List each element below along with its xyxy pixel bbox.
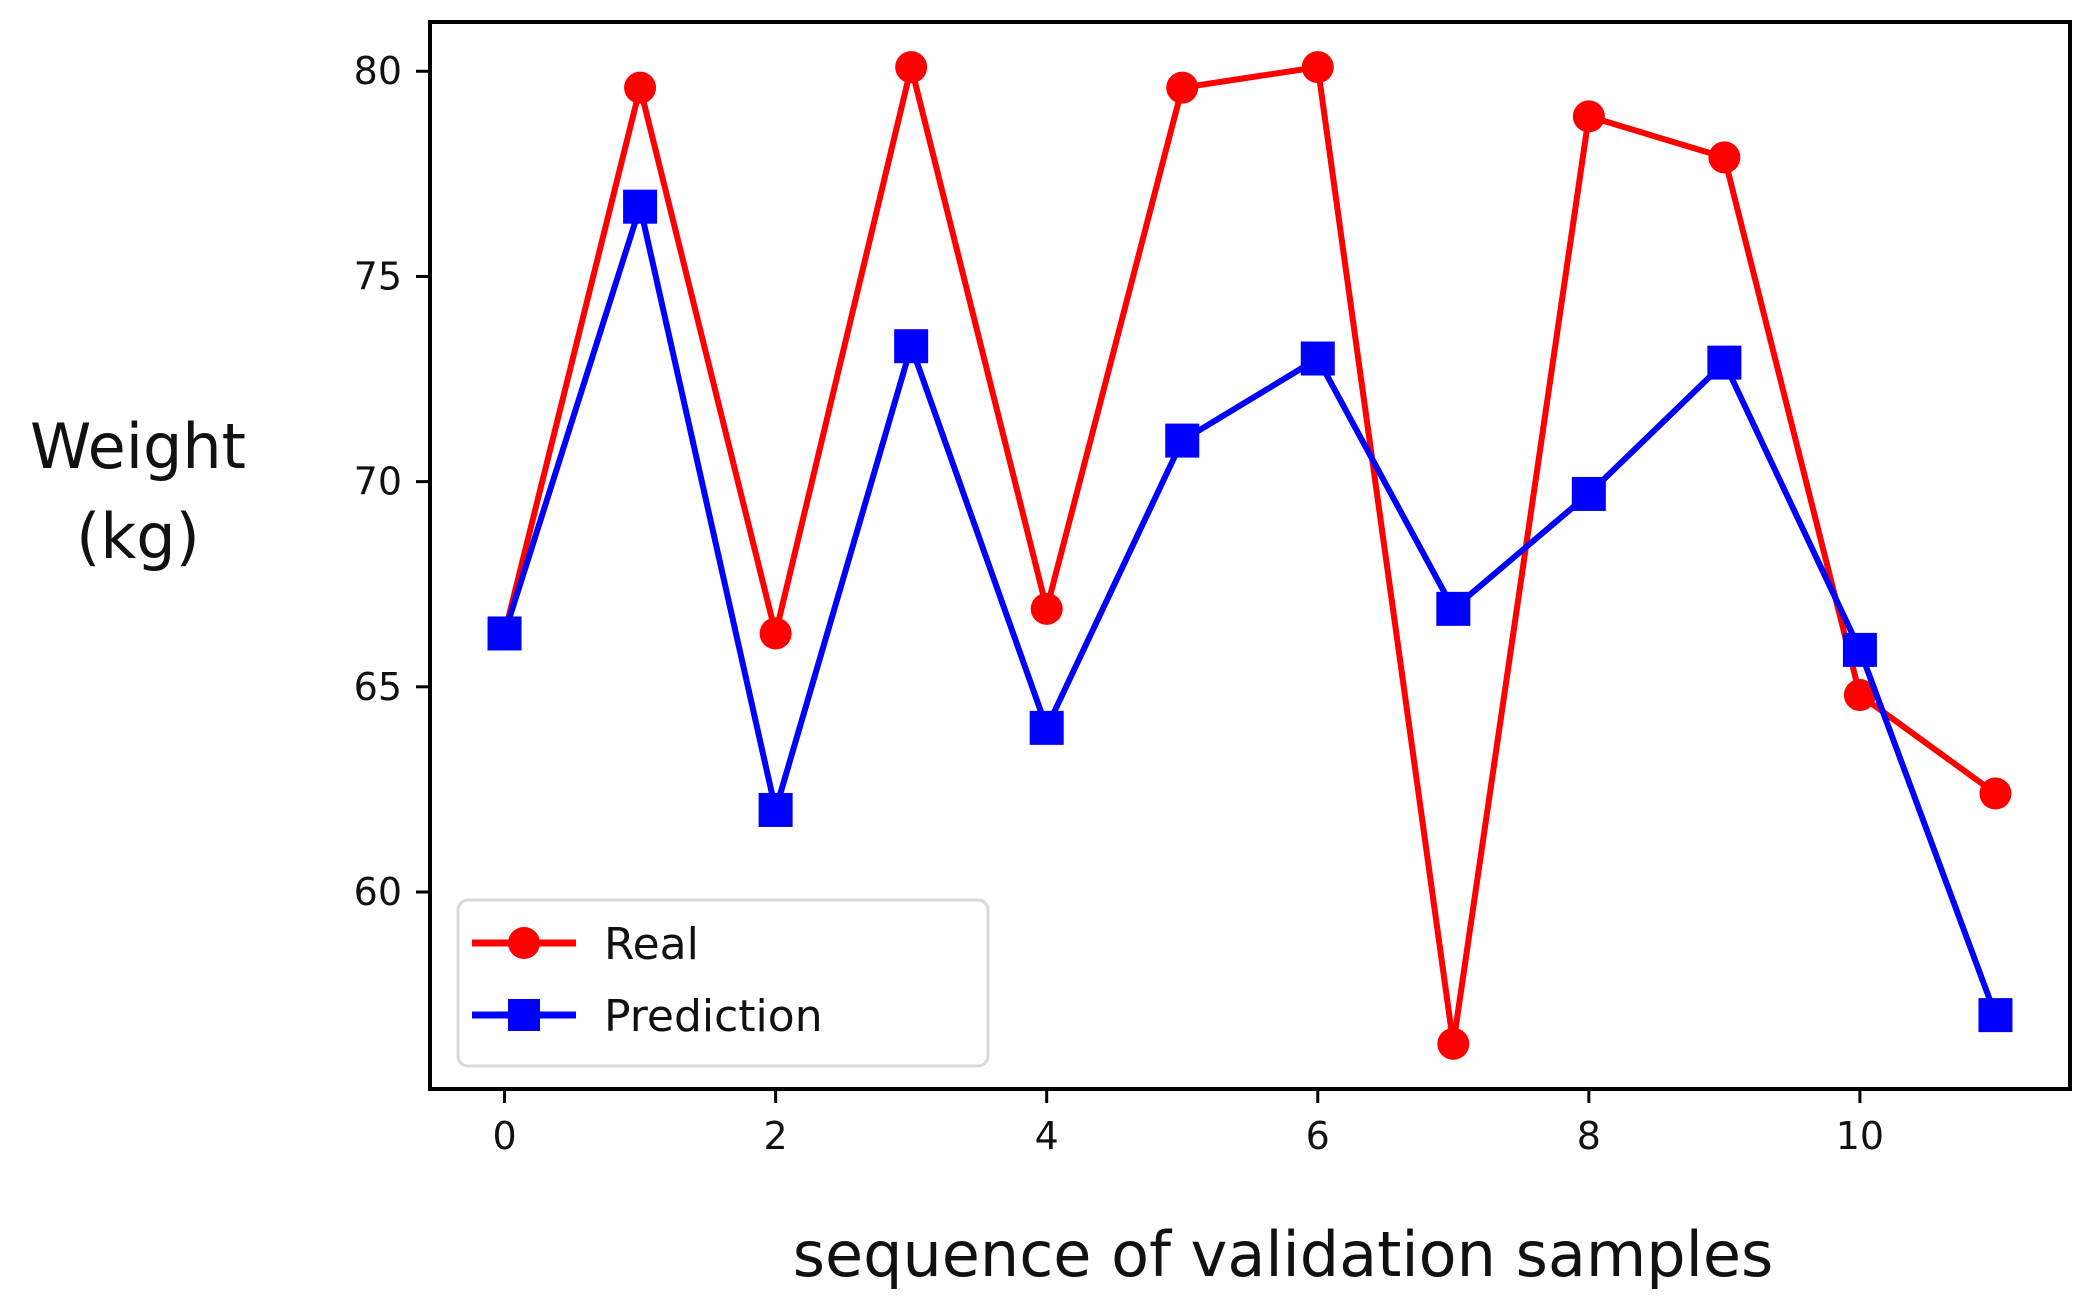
- point-prediction-7: [1436, 591, 1471, 626]
- x-tick-label-2: 2: [764, 1114, 788, 1158]
- point-real-3: [895, 51, 928, 84]
- y-tick-label-60: 60: [354, 870, 402, 914]
- point-real-5: [1166, 71, 1199, 104]
- series-real: [488, 51, 2012, 1060]
- point-real-1: [624, 71, 657, 104]
- legend-prediction-marker: [508, 999, 540, 1031]
- point-prediction-10: [1842, 632, 1877, 667]
- point-prediction-8: [1571, 476, 1606, 511]
- point-real-9: [1708, 141, 1741, 174]
- legend-real-marker: [508, 927, 540, 959]
- point-prediction-5: [1165, 423, 1200, 458]
- y-tick-label-80: 80: [354, 49, 402, 93]
- point-prediction-9: [1707, 345, 1742, 380]
- x-tick-label-4: 4: [1035, 1114, 1059, 1158]
- point-real-11: [1979, 777, 2012, 810]
- y-axis-title-line-1: Weight: [30, 410, 246, 483]
- point-prediction-4: [1029, 710, 1064, 745]
- legend-prediction-label: Prediction: [604, 991, 823, 1042]
- y-tick-label-70: 70: [354, 460, 402, 504]
- y-tick-label-65: 65: [354, 665, 402, 709]
- point-real-6: [1301, 51, 1334, 84]
- legend-real-label: Real: [604, 919, 699, 970]
- y-tick-label-75: 75: [354, 254, 402, 298]
- point-prediction-3: [894, 329, 929, 364]
- series-line-prediction: [501, 203, 1999, 1017]
- y-axis: 60 65 70 75 80: [354, 49, 430, 914]
- plot-area: [487, 51, 2013, 1060]
- point-prediction-6: [1300, 341, 1335, 376]
- y-axis-title-line-2: (kg): [76, 500, 200, 573]
- point-real-7: [1437, 1027, 1470, 1060]
- point-prediction-11: [1978, 998, 2013, 1033]
- point-real-2: [759, 617, 792, 650]
- point-prediction-0: [487, 616, 522, 651]
- plot-frame: [428, 20, 2072, 1091]
- x-axis: 0 2 4 6 8 10: [492, 1089, 1884, 1158]
- x-tick-label-8: 8: [1577, 1114, 1601, 1158]
- point-prediction-1: [623, 189, 658, 224]
- x-tick-label-6: 6: [1306, 1114, 1330, 1158]
- x-tick-label-0: 0: [492, 1114, 516, 1158]
- x-tick-label-10: 10: [1836, 1114, 1884, 1158]
- x-axis-title: sequence of validation samples: [793, 1218, 1774, 1291]
- legend-box: [456, 898, 990, 1068]
- legend: Real Prediction: [456, 898, 990, 1068]
- point-real-10: [1843, 679, 1876, 712]
- point-real-4: [1030, 592, 1063, 625]
- series-prediction: [487, 189, 2013, 1033]
- point-real-8: [1572, 100, 1605, 133]
- series-line-real: [501, 64, 1998, 1047]
- point-prediction-2: [758, 792, 793, 827]
